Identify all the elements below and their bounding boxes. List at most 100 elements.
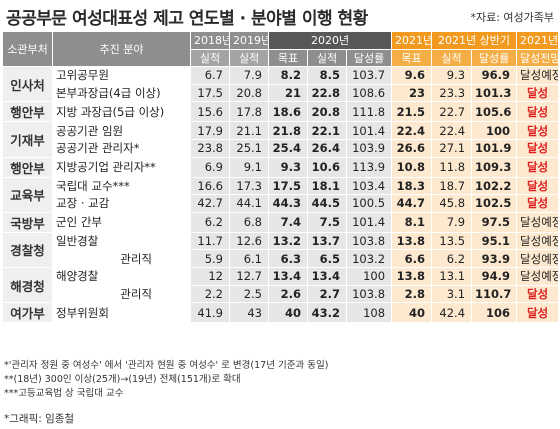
actual-2020-cell: 13.7 [307,231,347,251]
target-2021-cell: 44.7 [391,194,433,213]
rate-2020-cell: 103.4 [345,176,393,196]
actual-2020-cell: 13.4 [307,266,347,286]
ministry-cell: 행안부 [2,101,53,123]
actual-2021-cell: 22.4 [431,121,473,140]
table-row: 행안부 지방공기업 관리자** 6.9 9.1 9.3 10.6 113.9 10.8 11.8… [2,156,560,178]
rate-2021-cell: 96.9 [471,66,518,85]
actual-2020-cell: 20.8 [307,101,347,123]
ministry-cell: 인사처 [2,66,53,103]
footnote: **(18년) 300인 이상(25개)→(19년) 전체(151개)로 확대 [4,374,241,385]
actual-2019-cell: 9.1 [229,156,269,178]
ministry-cell: 여가부 [2,302,53,324]
subheader-target-2020: 목표 [268,48,308,68]
rate-2021-cell: 110.7 [471,284,518,304]
target-2020-cell: 21.8 [268,121,308,140]
actual-2021-cell: 23.3 [431,83,473,103]
ministry-cell: 경찰청 [2,231,53,268]
actual-2019-cell: 12.6 [229,231,269,251]
target-2020-cell: 8.2 [268,66,308,85]
table-row: 기재부 공공기관 임원 17.9 21.1 21.8 22.1 101.4 22.4 22.4 1… [2,121,560,158]
ministry-cell: 기재부 [2,121,53,158]
actual-2021-cell: 11.8 [431,156,473,178]
target-2021-cell: 21.5 [391,101,433,123]
actual-2018-cell: 42.7 [190,194,230,213]
rate-2020-cell: 103.7 [345,66,393,85]
table-row: 인사처 고위공무원 6.7 7.9 8.2 8.5 103.7 9.6 9.3 96.9 달성예정 [2,66,560,103]
actual-2019-cell: 20.8 [229,83,269,103]
field-cell: 관리직 [52,284,191,304]
table-row: 경찰청 일반경찰 11.7 12.6 13.2 13.7 103.8 13.8 13.5 95.1… [2,231,560,268]
actual-2021-cell: 45.8 [431,194,473,213]
page-title: 공공부문 여성대표성 제고 연도별 · 분야별 이행 현황 [6,9,368,29]
table-row: 국방부 군인 간부 6.2 6.8 7.4 7.5 101.4 8.1 7.9 97.5 달성예정 [2,211,560,233]
header-2018: 2018년 [190,31,230,50]
target-2021-cell: 13.8 [391,266,433,286]
rate-2020-cell: 111.8 [345,101,393,123]
table-row: 행안부 지방 과장급(5급 이상) 15.6 17.8 18.6 20.8 111.8 21.… [2,101,560,123]
target-2020-cell: 13.4 [268,266,308,286]
target-2021-cell: 22.4 [391,121,433,140]
actual-2019-cell: 12.7 [229,266,269,286]
table-row: 본부과장급(4급 이상) 17.5 20.8 21 22.8 108.6 23 23.3 101… [3,83,560,103]
ministry-cell: 해경청 [2,266,53,304]
actual-2021-cell: 6.2 [431,249,473,268]
actual-2019-cell: 6.8 [229,211,269,233]
actual-2020-cell: 18.1 [307,176,347,196]
actual-2019-cell: 6.1 [229,249,269,268]
target-2021-cell: 26.6 [391,138,433,158]
subheader-target-2021: 목표 [391,48,433,68]
subheader-actual-2018: 실적 [190,48,230,68]
rate-2020-cell: 101.4 [345,211,393,233]
field-cell: 지방 과장급(5급 이상) [52,101,191,123]
outlook-cell: 달성예정 [516,66,560,85]
field-cell: 지방공기업 관리자** [52,156,191,178]
actual-2020-cell: 22.8 [307,83,347,103]
actual-2021-cell: 3.1 [431,284,473,304]
table-row: 공공기관 관리자* 23.8 25.1 25.4 26.4 103.9 26.6 27.1 10… [3,138,560,158]
rate-2020-cell: 103.8 [345,231,393,251]
rate-2020-cell: 100.5 [345,194,393,213]
header-2021-h1: 2021년 상반기 [431,31,518,50]
target-2021-cell: 9.6 [391,66,433,85]
target-2021-cell: 10.8 [391,156,433,178]
actual-2019-cell: 17.8 [229,101,269,123]
target-2020-cell: 7.4 [268,211,308,233]
header-2021-outlook-year: 2021년 [516,31,560,50]
rate-2021-cell: 105.6 [471,101,518,123]
table-row: 교육부 국립대 교수*** 16.6 17.3 17.5 18.1 103.4 18.3 18.… [2,176,560,213]
rate-2021-cell: 102.5 [471,194,518,213]
actual-2019-cell: 21.1 [229,121,269,140]
actual-2020-cell: 6.5 [307,249,347,268]
actual-2020-cell: 43.2 [307,302,347,324]
rate-2021-cell: 106 [471,302,518,324]
outlook-cell: 달성예정 [516,211,560,233]
rate-2021-cell: 94.9 [471,266,518,286]
outlook-cell: 달성예정 [516,249,560,268]
table-row: 교장 · 교감 42.7 44.1 44.3 44.5 100.5 44.7 45.8 102.… [3,194,560,213]
rate-2020-cell: 108 [345,302,393,324]
outlook-cell: 달성예정 [516,266,560,286]
actual-2019-cell: 25.1 [229,138,269,158]
header-ministry: 소관부처 [2,30,53,68]
header-2019: 2019년 [229,31,269,50]
target-2020-cell: 9.3 [268,156,308,178]
subheader-rate-2020: 달성률 [345,48,393,68]
target-2020-cell: 40 [268,302,308,324]
ministry-cell: 국방부 [2,211,53,233]
rate-2021-cell: 97.5 [471,211,518,233]
field-cell: 해양경찰 [52,266,191,286]
actual-2021-cell: 13.5 [431,231,473,251]
field-cell: 국립대 교수*** [52,176,191,196]
table-row: 해경청 해양경찰 12 12.7 13.4 13.4 100 13.8 13.1 94.9 달성예정 [2,266,560,304]
target-2021-cell: 23 [391,83,433,103]
graphic-credit: *그래픽: 임종철 [4,413,75,425]
target-2021-cell: 40 [391,302,433,324]
footnote: *'관리자 정원 중 여성수' 에서 '관리자 현원 중 여성수' 로 변경(1… [4,360,329,371]
rate-2021-cell: 101.9 [471,138,518,158]
table-row: 여가부 정부위원회 41.9 43 40 43.2 108 40 42.4 106 달성 [2,302,560,324]
actual-2020-cell: 26.4 [307,138,347,158]
field-cell: 관리직 [52,249,191,268]
target-2021-cell: 13.8 [391,231,433,251]
actual-2021-cell: 7.9 [431,211,473,233]
header-2021: 2021년 [391,31,433,50]
